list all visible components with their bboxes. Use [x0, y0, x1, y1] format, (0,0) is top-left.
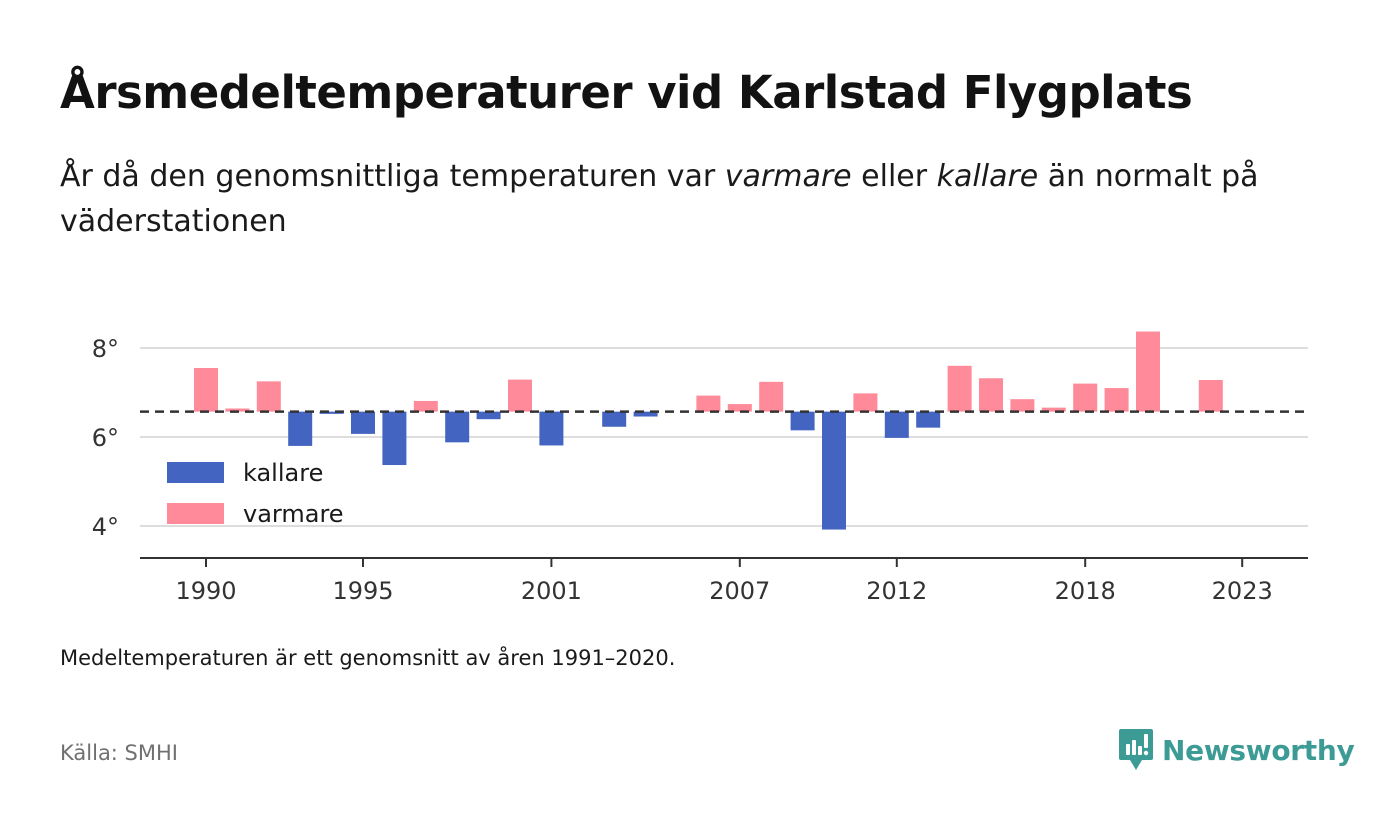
axes: 4° 6° 8° 1990 1995 2001 2007 2012 2018 2023 [92, 335, 1308, 605]
bar-1997 [413, 400, 438, 412]
legend-swatch-kallare [167, 462, 224, 483]
grid-lines [140, 347, 1308, 527]
bar-1996 [382, 411, 407, 466]
legend: kallare varmare [167, 459, 344, 528]
subtitle-cold-word: kallare [936, 159, 1039, 194]
x-tick-label-2001: 2001 [521, 577, 582, 605]
x-tick-label-2018: 2018 [1055, 577, 1116, 605]
chart-title: Årsmedeltemperaturer vid Karlstad Flygpl… [60, 66, 1193, 119]
bar-2020 [1136, 331, 1160, 412]
legend-label-varmare: varmare [243, 500, 344, 528]
y-tick-label-6: 6° [92, 424, 119, 452]
legend-swatch-varmare [167, 503, 224, 524]
bar-2004 [633, 411, 658, 417]
bar-2018 [1073, 383, 1098, 412]
bar-2010 [822, 411, 846, 530]
bar-1995 [351, 411, 375, 434]
bar-2001 [539, 411, 564, 446]
x-tick-label-2012: 2012 [866, 577, 927, 605]
bar-2011 [853, 393, 878, 412]
source-label: Källa: SMHI [60, 741, 178, 765]
bar-2014 [947, 365, 972, 412]
x-tick-label-1990: 1990 [175, 577, 236, 605]
legend-label-kallare: kallare [243, 459, 323, 487]
bars [194, 331, 1223, 530]
bar-1993 [288, 411, 313, 446]
chart-subtitle: År då den genomsnittliga temperaturen va… [60, 154, 1340, 244]
bar-2007 [727, 404, 752, 412]
bar-2016 [1010, 399, 1035, 412]
x-tick-label-2023: 2023 [1212, 577, 1273, 605]
bar-2012 [884, 411, 909, 438]
bar-1991 [225, 408, 250, 412]
bar-2006 [696, 395, 721, 412]
subtitle-text-1: År då den genomsnittliga temperaturen va… [60, 159, 725, 194]
subtitle-warm-word: varmare [724, 159, 852, 194]
subtitle-text-3: än normalt på väderstationen [60, 159, 1259, 239]
bar-2013 [916, 411, 941, 428]
newsworthy-logo[interactable]: Newsworthy [1118, 728, 1355, 772]
bar-1992 [256, 381, 281, 412]
bar-2022 [1198, 380, 1223, 412]
bar-1990 [194, 368, 218, 412]
x-tick-label-2007: 2007 [709, 577, 770, 605]
y-tick-label-4: 4° [92, 513, 119, 541]
bar-2000 [508, 379, 532, 412]
newsworthy-logo-icon [1119, 729, 1153, 770]
footnote: Medeltemperaturen är ett genomsnitt av å… [60, 646, 676, 670]
brand-name: Newsworthy [1162, 733, 1355, 767]
bar-2003 [602, 411, 627, 427]
bar-2019 [1104, 388, 1129, 412]
bar-2015 [979, 378, 1003, 412]
bar-2009 [790, 411, 815, 431]
bar-2008 [759, 381, 784, 412]
temperature-bar-chart: 4° 6° 8° 1990 1995 2001 2007 2012 2018 2023 kalla… [92, 331, 1308, 605]
bar-1994 [319, 411, 344, 414]
subtitle-text-2: eller [851, 159, 937, 194]
y-tick-label-8: 8° [92, 335, 119, 363]
x-tick-label-1995: 1995 [332, 577, 393, 605]
bar-1999 [476, 411, 501, 420]
bar-1998 [445, 411, 470, 443]
bar-2017 [1041, 407, 1066, 412]
